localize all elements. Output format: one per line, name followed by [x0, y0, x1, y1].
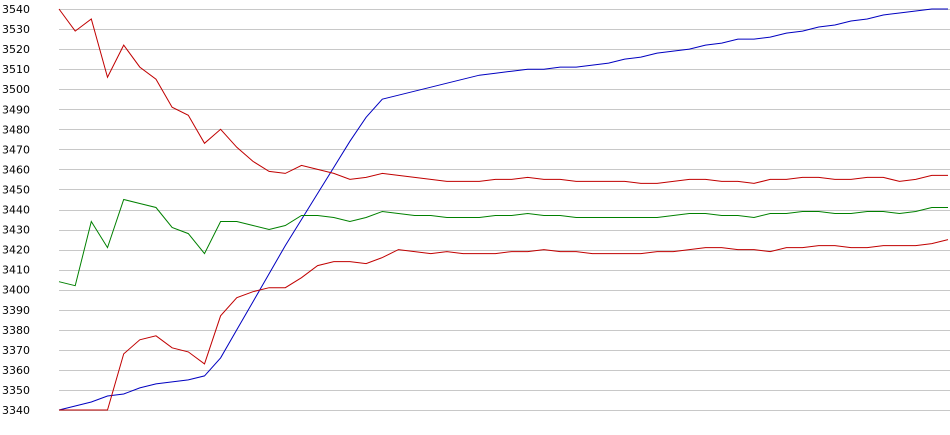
series-lines — [58, 8, 949, 411]
y-tick-label: 3370 — [2, 344, 30, 357]
series-line-4 — [59, 239, 949, 411]
y-tick-label: 3510 — [2, 63, 30, 76]
y-tick-label: 3380 — [2, 324, 30, 337]
y-tick-label: 3450 — [2, 183, 30, 196]
y-tick-label: 3480 — [2, 123, 30, 136]
y-tick-label: 3340 — [2, 404, 30, 417]
y-tick-label: 3350 — [2, 384, 30, 397]
y-tick-label: 3520 — [2, 43, 30, 56]
y-tick-label: 3430 — [2, 224, 30, 237]
series-line-1 — [58, 8, 948, 411]
y-tick-label: 3500 — [2, 83, 30, 96]
y-tick-label: 3540 — [2, 3, 30, 16]
series-line-3 — [58, 198, 948, 287]
y-tick-label: 3400 — [2, 284, 30, 297]
y-tick-label: 3410 — [2, 264, 30, 277]
series-line-2 — [58, 8, 948, 184]
grid-lines — [59, 9, 950, 411]
y-tick-label: 3440 — [2, 204, 30, 217]
y-axis-tick-labels: 3340 3350 3360 3370 3380 3390 3400 3410 3420 3430… — [2, 3, 30, 417]
y-tick-label: 3470 — [2, 143, 30, 156]
y-tick-label: 3490 — [2, 103, 30, 116]
y-tick-label: 3420 — [2, 244, 30, 257]
y-tick-label: 3530 — [2, 23, 30, 36]
y-tick-label: 3460 — [2, 163, 30, 176]
y-tick-label: 3390 — [2, 304, 30, 317]
y-tick-label: 3360 — [2, 364, 30, 377]
